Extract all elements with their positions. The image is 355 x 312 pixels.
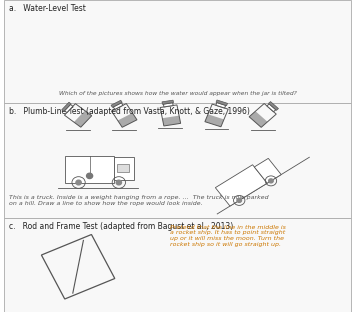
Polygon shape bbox=[113, 103, 123, 110]
Polygon shape bbox=[267, 104, 276, 112]
Polygon shape bbox=[111, 100, 122, 107]
Polygon shape bbox=[215, 165, 267, 206]
Polygon shape bbox=[62, 102, 71, 111]
Bar bbox=[4, 103, 351, 218]
Polygon shape bbox=[162, 116, 181, 126]
Bar bbox=[4, 218, 351, 312]
Circle shape bbox=[116, 180, 121, 185]
Bar bbox=[65, 156, 114, 183]
Polygon shape bbox=[163, 103, 173, 107]
Polygon shape bbox=[216, 103, 226, 108]
Text: Which of the pictures shows how the water would appear when the jar is tilted?: Which of the pictures shows how the wate… bbox=[59, 91, 296, 96]
Polygon shape bbox=[205, 114, 224, 127]
Circle shape bbox=[237, 198, 241, 202]
Bar bbox=[4, 0, 351, 103]
Polygon shape bbox=[216, 100, 228, 106]
Text: This is a truck. Inside is a weight hanging from a rope. …  The truck is now par: This is a truck. Inside is a weight hang… bbox=[9, 195, 268, 206]
Bar bbox=[114, 157, 134, 180]
Text: b.   Plumb-Line Test (adapted from Vasta, Knott, & Gaze, 1996): b. Plumb-Line Test (adapted from Vasta, … bbox=[9, 107, 250, 116]
Text: a.   Water-Level Test: a. Water-Level Test bbox=[9, 4, 86, 13]
Polygon shape bbox=[249, 111, 268, 127]
Circle shape bbox=[87, 173, 93, 178]
Polygon shape bbox=[268, 102, 278, 110]
Polygon shape bbox=[118, 113, 137, 127]
Bar bbox=[117, 164, 129, 173]
Polygon shape bbox=[162, 100, 174, 104]
Polygon shape bbox=[74, 111, 92, 127]
Circle shape bbox=[76, 180, 81, 185]
Polygon shape bbox=[254, 158, 281, 183]
Text: c.   Rod and Frame Test (adapted from Bagust et al., 2013): c. Rod and Frame Test (adapted from Bagu… bbox=[9, 222, 233, 231]
Circle shape bbox=[269, 179, 273, 183]
Text: Pretend that the line in the middle is
a rocket ship. It has to point straight
u: Pretend that the line in the middle is a… bbox=[170, 225, 286, 247]
Polygon shape bbox=[65, 105, 73, 113]
